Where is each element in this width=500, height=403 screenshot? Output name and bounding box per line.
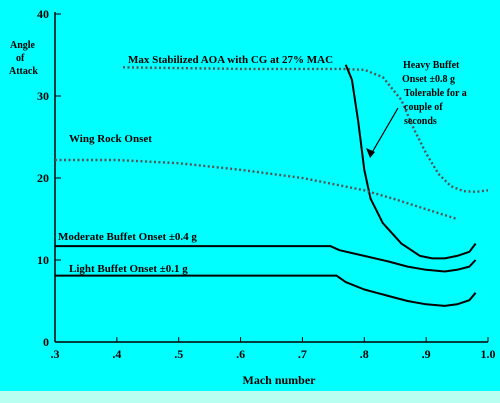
axes: [54, 12, 488, 343]
light-label: Light Buffet Onset ±0.1 g: [69, 263, 188, 275]
series-line-1: [122, 66, 489, 194]
y-axis-title-line2: of: [16, 53, 25, 64]
heavy-label-3: Tolerable for a: [404, 88, 467, 99]
y-tick-label: 40: [37, 7, 49, 21]
y-tick-label: 30: [37, 89, 49, 103]
y-axis-title-line1: Angle: [10, 40, 36, 51]
heavy-label-4: couple of: [404, 102, 443, 113]
y-axis-title-line3: Attack: [9, 66, 38, 77]
y-tick-label: 0: [43, 335, 49, 349]
heavy-label-1: Heavy Buffet: [403, 60, 460, 71]
tick-labels: .3 .4 .5 .6 .7 .8 .9 1.0 0 10 20 30 40: [37, 7, 496, 361]
x-tick-label: .6: [236, 347, 245, 361]
series-line-2: [344, 64, 477, 260]
heavy-label-5: seconds: [404, 116, 437, 127]
x-tick-label: .5: [174, 347, 183, 361]
annotation-labels: Angle of Attack Mach number Max Stabilized A…: [9, 40, 467, 387]
max-stab-label: Max Stabilized AOA with CG at 27% MAC: [128, 54, 333, 66]
wing-rock-label: Wing Rock Onset: [69, 133, 152, 145]
y-tick-label: 20: [37, 171, 49, 185]
arrow-shaft: [369, 107, 399, 157]
x-tick-label: .9: [422, 347, 431, 361]
x-tick-label: .7: [298, 347, 307, 361]
x-tick-label: .4: [112, 347, 121, 361]
heavy-label-2: Onset ±0.8 g: [402, 74, 455, 85]
arrow-head: [366, 148, 375, 158]
series-line-3: [55, 158, 458, 221]
x-axis-title: Mach number: [243, 373, 317, 387]
moderate-label: Moderate Buffet Onset ±0.4 g: [58, 231, 197, 243]
series-group: [55, 64, 489, 307]
series-line-4: [55, 245, 477, 273]
x-tick-label: 1.0: [481, 347, 496, 361]
series-line-5: [55, 274, 477, 307]
x-tick-label: .3: [51, 347, 60, 361]
y-tick-label: 10: [37, 253, 49, 267]
x-tick-label: .8: [360, 347, 369, 361]
bottom-bar: [0, 391, 500, 403]
